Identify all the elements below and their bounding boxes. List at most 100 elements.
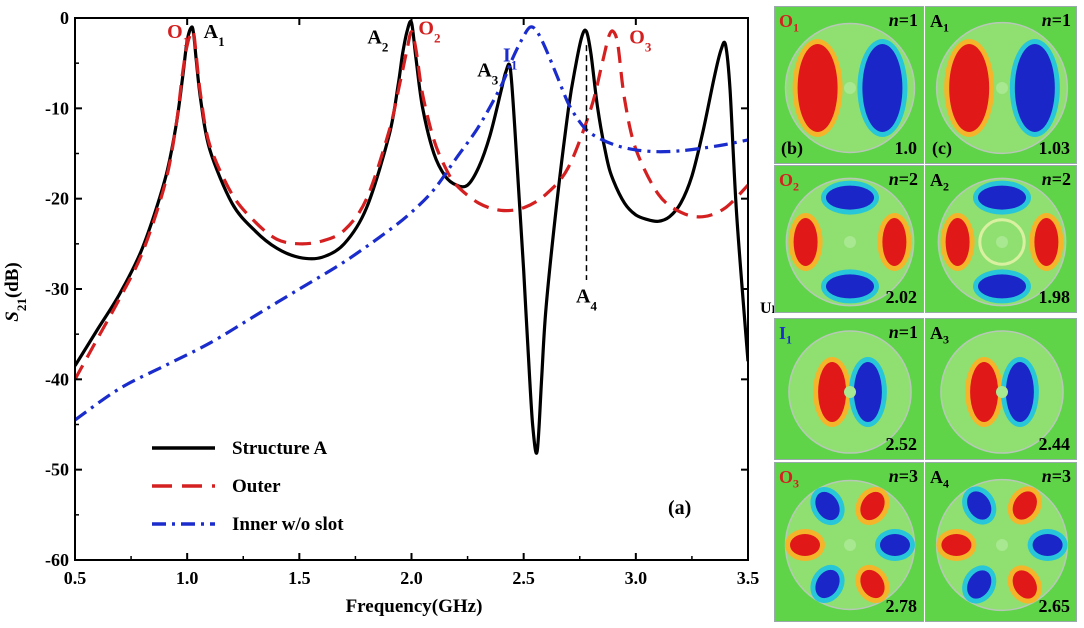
annotation-a3: A3 xyxy=(477,60,498,88)
annotation-a1: A1 xyxy=(204,21,225,49)
annotation-sub: 2 xyxy=(434,30,441,45)
legend: Structure A Outer Inner w/o slot xyxy=(152,438,344,535)
x-tick-label: 0.5 xyxy=(64,568,87,588)
field-lobe-blue xyxy=(810,564,845,604)
y-tick-label: -50 xyxy=(45,460,69,480)
mode-panel-tag: (b) xyxy=(781,138,803,158)
mode-order-symbol: n xyxy=(1041,466,1052,486)
mode-name: O1 xyxy=(779,11,799,36)
annotation-sub: 1 xyxy=(218,33,225,48)
mode-order: n=2 xyxy=(889,169,918,190)
annotation-sub: 3 xyxy=(645,39,652,54)
center-hub xyxy=(996,236,1008,248)
mode-name: O3 xyxy=(779,467,799,492)
field-lobe-red xyxy=(813,357,852,427)
annotation-a4: A4 xyxy=(576,286,597,314)
mode-panel-a2: A2 n=2 1.98 xyxy=(925,165,1077,313)
mode-name-main: O xyxy=(779,11,794,31)
mode-panel-a3: A3 2.44 xyxy=(925,318,1077,460)
mode-name-sub: 1 xyxy=(793,20,800,35)
field-lobe-red xyxy=(877,213,912,271)
mode-name-sub: 3 xyxy=(943,332,949,347)
annotation-sub: 1 xyxy=(183,33,190,48)
panel-tag: (a) xyxy=(668,497,691,519)
mode-name-main: O xyxy=(779,170,794,190)
mode-order: n=1 xyxy=(889,10,918,31)
field-plot xyxy=(926,7,1076,163)
field-plot xyxy=(775,7,923,163)
field-plot xyxy=(775,463,923,621)
mode-order-value: =1 xyxy=(898,10,918,30)
annotation-main: A xyxy=(204,21,219,43)
y-tick-label: -30 xyxy=(45,279,69,299)
mode-order-symbol: n xyxy=(888,10,899,30)
annotation-sub: 2 xyxy=(382,39,389,54)
annotation-main: O xyxy=(629,26,645,48)
field-plot xyxy=(926,463,1076,621)
series-line-inner-w-o-slot xyxy=(75,25,748,422)
mode-frequency: 1.03 xyxy=(1038,138,1071,158)
field-lobe-red xyxy=(855,564,890,604)
field-lobe-red xyxy=(940,213,975,271)
center-hub xyxy=(844,236,856,248)
mode-order-value: =1 xyxy=(1051,10,1071,30)
mode-order-value: =2 xyxy=(1051,169,1071,189)
annotation-o3: O3 xyxy=(629,26,652,54)
mode-panel-tag: (c) xyxy=(932,138,952,158)
x-tick-label: 1.5 xyxy=(288,568,311,588)
annotation-main: I xyxy=(503,44,511,66)
series-line-outer xyxy=(75,29,748,381)
mode-order-symbol: n xyxy=(888,169,899,189)
center-hub xyxy=(844,539,856,551)
mode-name-main: A xyxy=(930,11,943,31)
mode-name-sub: 3 xyxy=(793,476,800,491)
field-lobe-red xyxy=(936,529,977,561)
mode-order-symbol: n xyxy=(1041,169,1052,189)
legend-label: Inner w/o slot xyxy=(232,514,344,535)
mode-panel-a1: A1 n=1 (c) 1.03 xyxy=(925,6,1077,164)
mode-order-value: =2 xyxy=(898,169,918,189)
field-lobe-blue xyxy=(857,39,908,137)
mode-order: n=1 xyxy=(1042,10,1071,31)
plot-frame xyxy=(74,17,749,561)
field-lobe-blue xyxy=(810,486,845,526)
field-lobe-red xyxy=(788,213,823,271)
field-lobe-red xyxy=(1007,565,1042,604)
series-line-structure-a xyxy=(75,19,748,455)
field-lobe-red xyxy=(792,39,843,137)
field-lobe-blue xyxy=(821,180,879,215)
mode-name-sub: 2 xyxy=(943,179,949,194)
mode-order: n=3 xyxy=(889,466,918,487)
field-lobe-blue xyxy=(962,565,997,604)
mode-name: A3 xyxy=(930,323,949,348)
x-tick-label: 2.5 xyxy=(512,568,535,588)
field-lobe-red xyxy=(855,486,890,526)
mode-name: A4 xyxy=(930,467,949,492)
field-lobe-blue xyxy=(962,486,997,525)
y-tick-label: -20 xyxy=(45,189,69,209)
mode-name-sub: 4 xyxy=(943,476,949,491)
x-tick-label: 2.0 xyxy=(400,568,423,588)
field-plot xyxy=(926,319,1076,459)
annotation-sub: 1 xyxy=(511,57,518,72)
field-lobe-blue xyxy=(848,357,887,427)
mode-name: I1 xyxy=(779,323,792,348)
mode-order-value: =3 xyxy=(1051,466,1071,486)
field-lobe-blue xyxy=(1009,39,1060,137)
y-axis-label-tail: (dB) xyxy=(2,262,23,298)
annotation-i1: I1 xyxy=(503,44,517,72)
field-lobe-red xyxy=(1007,486,1042,525)
annotation-main: A xyxy=(477,60,492,82)
y-tick-label: -10 xyxy=(45,98,69,118)
mode-frequency: 2.02 xyxy=(885,287,918,307)
mode-order-symbol: n xyxy=(888,466,899,486)
annotation-main: O xyxy=(418,17,434,39)
inner-ring xyxy=(978,218,1026,266)
x-axis-label: Frequency(GHz) xyxy=(346,596,483,617)
mode-frequency: 2.65 xyxy=(1038,596,1071,616)
y-tick-label: -40 xyxy=(45,369,69,389)
x-tick-label: 1.0 xyxy=(176,568,199,588)
mode-panel-a4: A4 n=3 2.65 xyxy=(925,462,1077,622)
y-axis-label: S21(dB) xyxy=(2,262,29,321)
